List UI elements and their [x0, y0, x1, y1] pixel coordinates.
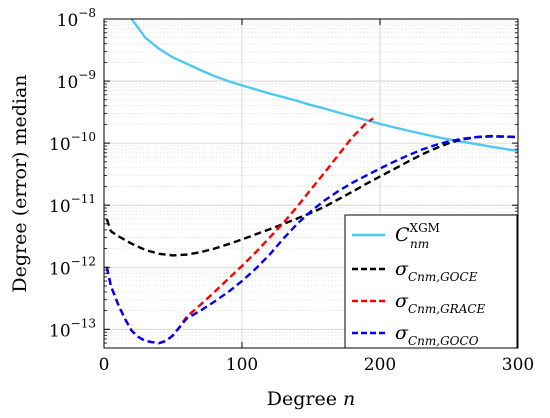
y-tick-label: 10−10 — [49, 130, 96, 155]
legend-label: σCnm,GOCO — [395, 322, 479, 348]
series-line-1 — [105, 134, 518, 257]
legend-box — [344, 214, 518, 349]
x-tick-label: 0 — [99, 355, 110, 375]
y-tick-label: 10−9 — [57, 68, 96, 93]
series-line-3 — [105, 135, 518, 345]
x-tick-label: 100 — [226, 355, 258, 375]
legend: CXGM nm σCnm,GOCE σCnm,GRACE σCnm,GOCO — [344, 214, 518, 349]
series-line-2 — [105, 117, 374, 345]
x-tick-label: 200 — [364, 355, 396, 375]
y-tick-label: 10−12 — [49, 254, 96, 279]
x-axis-title: Degree n — [267, 388, 356, 410]
y-axis-title: Degree (error) median — [9, 74, 31, 292]
svg-text:Degree n: Degree n — [267, 388, 356, 410]
series-line-0 — [130, 19, 518, 153]
y-tick-label: 10−13 — [49, 316, 96, 341]
x-tick-label: 300 — [502, 355, 534, 375]
legend-label: σCnm,GRACE — [395, 290, 486, 316]
legend-label: σCnm,GOCE — [395, 258, 478, 284]
series-layer — [105, 19, 518, 345]
y-tick-label: 10−8 — [57, 6, 96, 31]
plot-frame — [103, 18, 519, 349]
legend-label: CXGM nm — [395, 221, 440, 251]
y-tick-label: 10−11 — [49, 192, 96, 217]
